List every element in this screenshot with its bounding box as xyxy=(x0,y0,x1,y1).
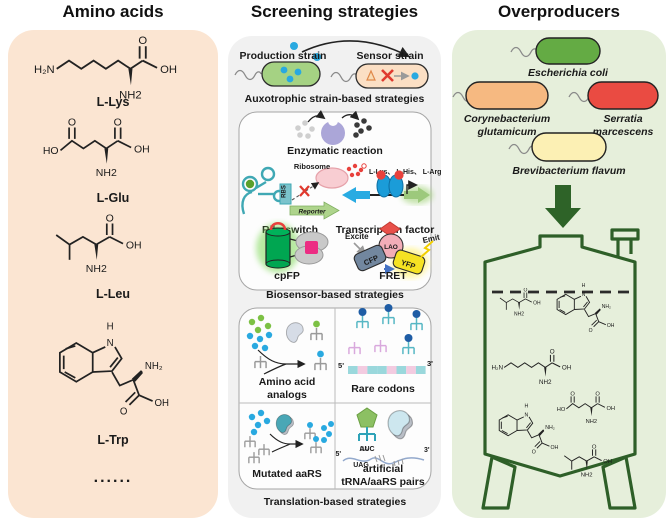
amino-acid-analogs-icon xyxy=(246,314,327,375)
transcription-factor-icon: L-Lys、 L-His、 L-Arg xyxy=(342,163,441,204)
cpfp-icon xyxy=(256,221,329,273)
rare-codons-icon: 5' 3' xyxy=(338,304,433,374)
mutated-aars-icon xyxy=(244,409,334,464)
cglutamicum-label-1: Corynebacterium xyxy=(464,113,550,125)
leu-structure-icon xyxy=(55,214,143,277)
ecoli-label: Escherichia coli xyxy=(528,67,609,79)
flagellum-icon xyxy=(234,69,262,81)
screening-panel: Production strain Sensor strain xyxy=(228,36,441,518)
three-prime-label: 3' xyxy=(424,447,430,454)
artificial-trna-icon xyxy=(358,427,376,441)
reporter-label: Reporter xyxy=(298,209,326,216)
cfp-cylinder-icon: CFP xyxy=(353,244,387,272)
lao-label: LAO xyxy=(384,244,398,251)
serratia-capsule-icon xyxy=(587,81,659,110)
ligand-square xyxy=(305,241,318,254)
lys-label: L-Lys xyxy=(97,95,130,109)
rbs-label: RBS xyxy=(282,185,288,198)
enzymatic-reaction-icon xyxy=(295,109,372,145)
riboswitch-icon: RBS Reporter Ribosome xyxy=(241,162,349,220)
translation-caption: Translation-based strategies xyxy=(264,496,407,508)
sensor-strain-label: Sensor strain xyxy=(356,50,423,62)
serratia-label-2: marcescens xyxy=(593,126,654,138)
ellipsis-more: ...... xyxy=(94,469,133,486)
sensor-strain-capsule-icon xyxy=(355,63,429,89)
repressed-gene-arrow xyxy=(342,187,370,203)
bflavum-capsule-icon xyxy=(531,132,607,162)
cpfp-label: cpFP xyxy=(274,270,300,282)
mutated-aars-label: Mutated aaRS xyxy=(252,468,321,480)
tf-ligands-label: L-Lys、 L-His、 L-Arg xyxy=(369,169,441,176)
emission-lightning-icon xyxy=(420,240,434,258)
three-prime-label: 3' xyxy=(427,359,433,368)
emit-label: Emit xyxy=(422,233,441,245)
auc-anticodon-label: AUC xyxy=(359,446,374,453)
uag-codon-label: UAG xyxy=(353,462,369,469)
promoter-arrow xyxy=(406,180,418,194)
artificial-pairs-label-1: artificial xyxy=(363,463,403,475)
trp-label: L-Trp xyxy=(97,433,129,447)
translation-section: Amino acid analogs 5' xyxy=(238,304,433,490)
activated-gene-arrow xyxy=(404,187,430,203)
left-panel-title: Amino acids xyxy=(62,2,164,21)
yfp-cylinder-icon: YFP xyxy=(392,249,426,275)
fermenter-icon xyxy=(481,228,640,510)
metabolite-dot xyxy=(290,42,298,50)
excite-label: Excite xyxy=(345,232,369,241)
mrna-bar xyxy=(348,366,426,374)
ribosome-icon xyxy=(315,167,349,189)
ligand-dot xyxy=(245,179,255,189)
production-strain-capsule-icon xyxy=(261,61,321,87)
trp-structure-icon xyxy=(58,320,170,419)
analogs-label-1: Amino acid xyxy=(259,376,316,388)
glu-label: L-Glu xyxy=(97,191,130,205)
biosensor-section: Enzymatic reaction RBS xyxy=(238,109,441,291)
red-x-icon xyxy=(299,185,310,197)
transfer-arrow xyxy=(301,40,410,58)
fret-label: FRET xyxy=(379,270,407,282)
bflavum-label: Brevibacterium flavum xyxy=(512,165,625,177)
fermenter-products xyxy=(490,282,616,480)
reporter-arrow-icon: Reporter xyxy=(289,201,340,220)
biosensor-caption: Biosensor-based strategies xyxy=(266,289,404,301)
lys-mini-structure xyxy=(490,348,573,387)
flagellum-icon xyxy=(510,46,538,58)
right-panel-title: Overproducers xyxy=(498,2,620,21)
production-strain-label: Production strain xyxy=(240,50,327,62)
auxotrophic-section: Production strain Sensor strain xyxy=(234,40,429,105)
glu-mini-structure xyxy=(556,390,616,426)
artificial-pairs-icon: AUC UA UAG 5' 3' xyxy=(335,407,430,469)
rare-codons-label: Rare codons xyxy=(351,383,415,395)
flagellum-icon xyxy=(330,71,358,83)
flagellum-icon xyxy=(508,143,536,155)
artificial-pairs-label-2: tRNA/aaRS pairs xyxy=(341,476,425,488)
lys-structure-icon xyxy=(33,34,178,103)
enzymatic-label: Enzymatic reaction xyxy=(287,145,383,157)
serratia-label-1: Serratia xyxy=(603,113,642,125)
analogs-label-2: analogs xyxy=(267,389,307,401)
auxotrophic-caption: Auxotrophic strain-based strategies xyxy=(245,93,425,105)
metabolite-dot xyxy=(313,53,321,61)
five-prime-label: 5' xyxy=(338,361,344,370)
leu-label: L-Leu xyxy=(96,287,130,301)
yfp-label: YFP xyxy=(400,258,417,271)
ecoli-capsule-icon xyxy=(535,37,601,65)
overproducers-panel: Escherichia coli Corynebacterium glutami… xyxy=(452,30,666,518)
cglutamicum-capsule-icon xyxy=(465,81,549,110)
fret-icon: Excite LAO CFP YFP Emit xyxy=(345,221,441,278)
five-prime-label: 5' xyxy=(335,451,341,458)
glu-structure-icon xyxy=(41,116,151,181)
amino-acids-panel: L-Lys L-Glu L-Leu L-Trp ...... xyxy=(8,30,218,518)
middle-panel-title: Screening strategies xyxy=(250,2,419,21)
quadrant-dividers xyxy=(239,308,431,489)
trp-mini-structure xyxy=(498,402,560,456)
cglutamicum-label-2: glutamicum xyxy=(477,126,537,138)
ua-label: UA xyxy=(360,447,368,453)
down-arrow-icon xyxy=(545,185,581,228)
ribosome-label: Ribosome xyxy=(294,162,330,171)
rbs-box xyxy=(279,183,292,205)
